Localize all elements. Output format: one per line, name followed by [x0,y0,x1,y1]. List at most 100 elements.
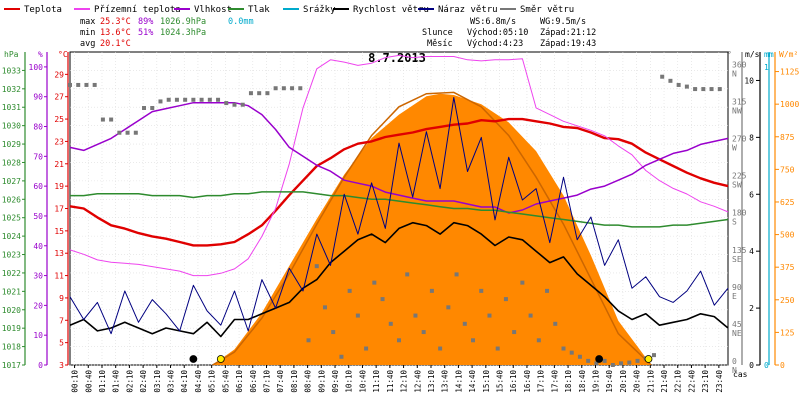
x-tick-label: 09:40 [331,370,340,393]
x-tick-label: 21:40 [660,370,669,393]
tick-label-pct: 10 [33,331,43,340]
x-tick-label: 19:40 [605,370,614,393]
x-tick-label: 15:10 [482,370,491,393]
series-solar-theoretical [212,91,652,366]
x-tick-label: 23:40 [715,370,724,393]
stat-max-press: 1026.9hPa [160,17,206,27]
stat-min-label: min [80,28,95,38]
stat-wg: WG:9.5m/s [540,17,586,27]
tick-label-wm2: 375 [780,263,795,272]
wind-direction-point [454,272,459,277]
wind-direction-point [158,99,163,104]
wind-direction-point [594,361,599,366]
tick-label-dir-deg: 225 [732,172,747,181]
unit-label-hpa: hPa [4,50,19,59]
tick-label-mm: 1 [764,63,769,72]
tick-label-hpa: 1019 [2,324,21,333]
tick-label-hpa: 1028 [2,158,21,167]
wind-direction-point [339,354,344,359]
wind-direction-point [471,338,476,343]
legend-label: Přízemní teplota [94,5,181,15]
x-tick-label: 02:10 [125,370,134,393]
wind-direction-point [257,91,262,96]
tick-label-pct: 100 [29,63,44,72]
x-tick-label: 12:10 [400,370,409,393]
unit-label-deg: ° [727,50,732,59]
tick-label-hpa: 1033 [2,66,21,75]
wind-direction-point [117,130,122,135]
tick-label-degc: 7 [59,316,64,325]
sun-moon-marker [644,355,653,363]
x-tick-label: 16:10 [509,370,518,393]
tick-label-ms: 8 [749,133,754,142]
tick-label-hpa: 1031 [2,103,21,112]
chart-title: 8.7.2013 [368,51,426,65]
x-tick-label: 14:10 [454,370,463,393]
tick-label-hpa: 1026 [2,195,21,204]
wind-direction-point [314,264,319,269]
wind-direction-point [380,297,385,302]
stat-min-press: 1024.3hPa [160,28,206,38]
wind-direction-point [125,130,130,135]
x-tick-label: 01:10 [98,370,107,393]
tick-label-dir-deg: 0 [732,357,737,366]
wind-direction-point [479,288,484,293]
x-tick-label: 02:40 [139,370,148,393]
left-axes: 1017101810191020102110221023102410251026… [2,52,69,370]
x-tick-label: 08:40 [304,370,313,393]
tick-label-wm2: 1125 [780,68,799,77]
wind-direction-point [298,86,303,91]
tick-label-wm2: 125 [780,328,795,337]
tick-label-wm2: 750 [780,165,795,174]
tick-label-pct: 90 [33,93,43,102]
tick-label-dir-deg: 90 [732,283,742,292]
x-tick-label: 10:40 [358,370,367,393]
wind-direction-point [281,86,286,91]
wind-direction-point [100,117,105,122]
wind-direction-point [92,82,97,87]
unit-label-ms: m/s [745,50,760,59]
wind-direction-point [183,97,188,102]
tick-label-hpa: 1018 [2,343,21,352]
x-tick-label: 20:40 [633,370,642,393]
legend-label: Teplota [24,5,62,15]
tick-label-degc: 11 [54,272,64,281]
legend-label: Vlhkost [194,5,232,15]
tick-label-wm2: 0 [780,361,785,370]
unit-label-pct: % [38,50,43,59]
tick-label-ms: 0 [749,361,754,370]
x-tick-label: 23:10 [701,370,710,393]
x-tick-label: 13:40 [441,370,450,393]
wind-direction-point [536,338,541,343]
x-tick-label: 18:10 [564,370,573,393]
x-tick-label: 03:40 [167,370,176,393]
x-tick-label: 05:40 [221,370,230,393]
tick-label-degc: 17 [54,205,64,214]
tick-label-pct: 40 [33,242,43,251]
tick-label-mm: 0 [764,361,769,370]
wind-direction-point [273,86,278,91]
moon-label: Měsíc [427,39,453,49]
tick-label-degc: 3 [59,361,64,370]
wind-direction-point [68,82,72,87]
tick-label-degc: 25 [54,115,64,124]
tick-label-pct: 50 [33,212,43,221]
wind-direction-point [545,288,550,293]
x-tick-label: 19:10 [591,370,600,393]
tick-label-wm2: 1000 [780,100,799,109]
tick-label-degc: 29 [54,70,64,79]
x-axis-title: čas [733,369,748,379]
moon-set: Západ:19:43 [540,39,596,49]
wind-direction-point [413,313,418,318]
sun-set: Západ:21:12 [540,28,596,38]
x-tick-label: 22:10 [674,370,683,393]
tick-label-wm2: 250 [780,296,795,305]
wind-direction-point [331,330,336,335]
x-tick-label: 00:40 [84,370,93,393]
wind-direction-point [512,330,517,335]
wind-direction-point [224,101,229,106]
wind-direction-point [660,74,665,79]
stat-min-temp: 13.6°C [100,28,131,38]
wind-direction-point [216,97,221,102]
wind-direction-point [709,87,714,92]
